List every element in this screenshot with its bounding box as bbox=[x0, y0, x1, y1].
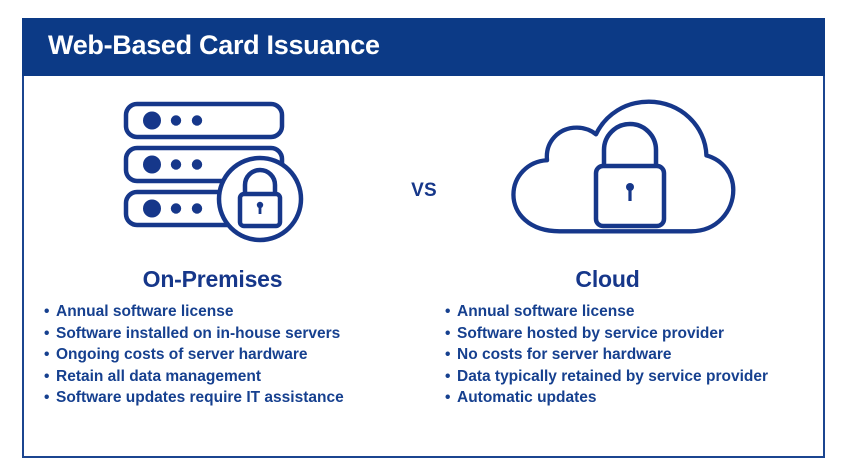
list-item-label: Software updates require IT assistance bbox=[56, 389, 344, 406]
bullet-dot-icon: • bbox=[44, 324, 50, 342]
list-item: • No costs for server hardware bbox=[445, 344, 822, 366]
bullet-dot-icon: • bbox=[445, 303, 451, 320]
list-item-label: Annual software license bbox=[457, 303, 635, 320]
page-title: Web-Based Card Issuance bbox=[48, 30, 380, 60]
bullet-dot-icon: • bbox=[445, 346, 451, 363]
list-item-label: Software hosted by service provider bbox=[457, 324, 725, 342]
list-item: • Annual software license bbox=[44, 301, 423, 323]
list-item: • Annual software license bbox=[445, 301, 822, 323]
bullet-list-on-premises: • Annual software license • Software ins… bbox=[24, 301, 423, 409]
icons-row: VS bbox=[24, 76, 823, 271]
column-on-premises: On-Premises • Annual software license • … bbox=[24, 266, 423, 409]
list-item: • Retain all data management bbox=[44, 366, 423, 388]
comparison-columns: On-Premises • Annual software license • … bbox=[24, 266, 823, 409]
bullet-list-cloud: • Annual software license • Software hos… bbox=[423, 301, 822, 409]
column-heading-on-premises: On-Premises bbox=[142, 266, 283, 292]
versus-label: VS bbox=[411, 180, 437, 201]
bullet-dot-icon: • bbox=[445, 324, 451, 342]
bullet-dot-icon: • bbox=[445, 389, 451, 406]
list-item-label: Ongoing costs of server hardware bbox=[56, 346, 308, 363]
list-item-label: No costs for server hardware bbox=[457, 346, 672, 363]
list-item: • Data typically retained by service pro… bbox=[445, 366, 822, 388]
card-body: VS On-Premises • Annual software license… bbox=[22, 76, 825, 458]
cloud-lock-icon bbox=[508, 94, 748, 259]
list-item: • Software updates require IT assistance bbox=[44, 387, 423, 409]
bullet-dot-icon: • bbox=[44, 346, 50, 363]
list-item-label: Retain all data management bbox=[56, 367, 262, 385]
header-bar: Web-Based Card Issuance bbox=[22, 18, 825, 76]
bullet-dot-icon: • bbox=[445, 367, 451, 385]
list-item: • Software installed on in-house servers bbox=[44, 323, 423, 345]
list-item-label: Annual software license bbox=[56, 303, 234, 320]
server-stack-lock-icon bbox=[112, 98, 312, 253]
list-item: • Automatic updates bbox=[445, 387, 822, 409]
list-item-label: Software installed on in-house servers bbox=[56, 324, 341, 342]
list-item: • Software hosted by service provider bbox=[445, 323, 822, 345]
list-item: • Ongoing costs of server hardware bbox=[44, 344, 423, 366]
infographic-card: Web-Based Card Issuance bbox=[22, 18, 825, 458]
bullet-dot-icon: • bbox=[44, 367, 50, 385]
column-heading-cloud: Cloud bbox=[575, 266, 640, 292]
bullet-dot-icon: • bbox=[44, 303, 50, 320]
bullet-dot-icon: • bbox=[44, 389, 50, 406]
column-cloud: Cloud • Annual software license • Softwa… bbox=[423, 266, 822, 409]
list-item-label: Data typically retained by service provi… bbox=[457, 367, 768, 385]
list-item-label: Automatic updates bbox=[457, 389, 597, 406]
